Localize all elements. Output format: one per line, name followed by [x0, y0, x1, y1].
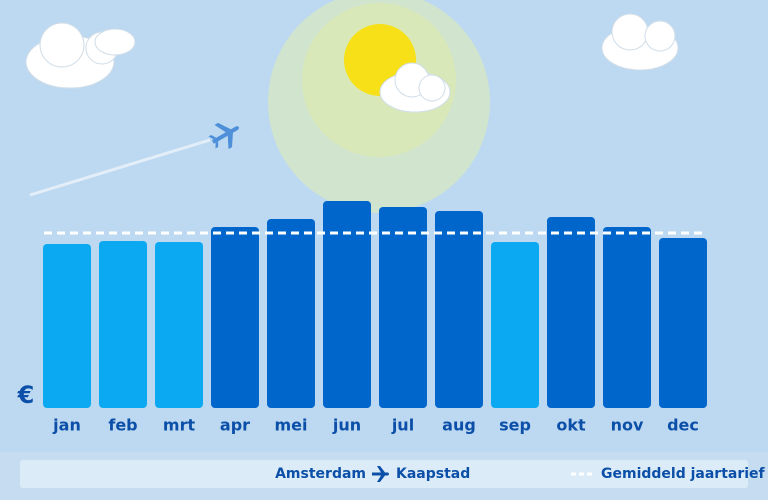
- bar: [99, 241, 147, 408]
- bar: [155, 242, 203, 408]
- legend-to: Kaapstad: [396, 466, 470, 482]
- bar: [323, 201, 371, 408]
- trail: [29, 138, 211, 197]
- cloud: [601, 13, 679, 71]
- legend-from: Amsterdam: [275, 466, 366, 482]
- bar: [491, 242, 539, 408]
- x-tick-label: sep: [499, 416, 531, 435]
- x-tick-label: dec: [667, 416, 699, 435]
- x-tick-label: feb: [108, 416, 137, 435]
- x-tick-label: jul: [391, 416, 414, 435]
- x-tick-label: jan: [52, 416, 81, 435]
- legend-plane: [372, 466, 389, 482]
- bar: [547, 217, 595, 408]
- cloud: [379, 62, 451, 113]
- bar: [659, 238, 707, 408]
- x-tick-label: mrt: [163, 416, 196, 435]
- x-tick-label: aug: [442, 416, 476, 435]
- bar: [211, 227, 259, 408]
- legend-average: Gemiddeld jaartarief: [601, 466, 766, 482]
- x-tick-label: okt: [556, 416, 586, 435]
- x-tick-label: apr: [220, 416, 250, 435]
- bar: [267, 219, 315, 408]
- bar: [603, 227, 651, 408]
- x-tick-label: mei: [274, 416, 307, 435]
- x-tick-label: nov: [611, 416, 644, 435]
- bar: [379, 207, 427, 408]
- bar: [435, 211, 483, 408]
- x-tick-label: jun: [332, 416, 361, 435]
- plane: [208, 122, 239, 150]
- currency: €: [17, 381, 35, 409]
- bar: [43, 244, 91, 408]
- cloud: [25, 22, 136, 89]
